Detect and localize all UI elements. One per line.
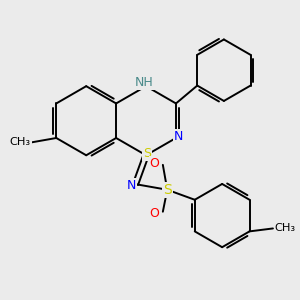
Text: O: O [150, 207, 160, 220]
Text: N: N [174, 130, 184, 143]
Text: O: O [150, 157, 160, 170]
Text: S: S [163, 183, 172, 197]
Text: S: S [142, 147, 151, 160]
Text: N: N [127, 179, 136, 192]
Text: NH: NH [135, 76, 154, 89]
Text: CH₃: CH₃ [275, 224, 296, 233]
Text: CH₃: CH₃ [10, 137, 31, 147]
